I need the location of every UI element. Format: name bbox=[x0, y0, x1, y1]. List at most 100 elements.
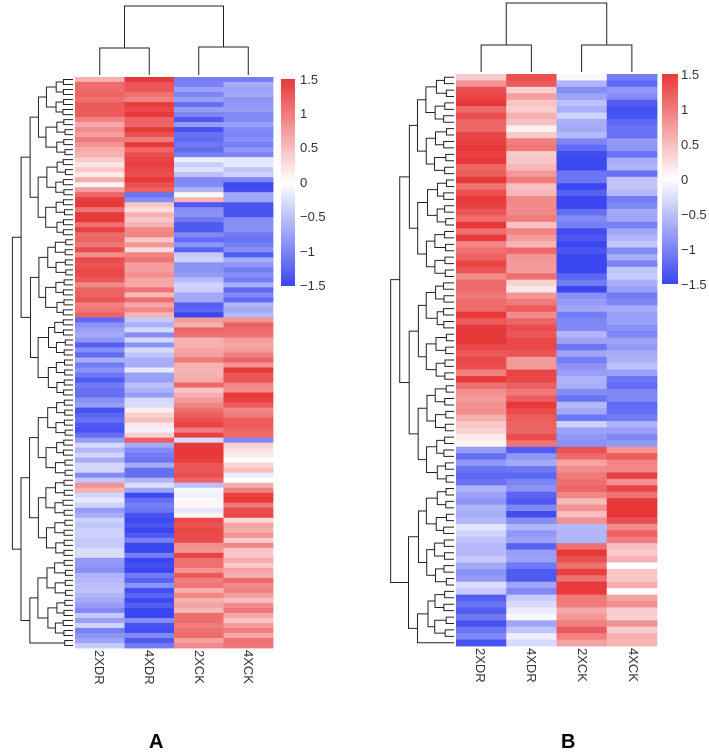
heatmap-cell bbox=[606, 93, 658, 101]
row-dendrogram-branch bbox=[65, 239, 73, 246]
heatmap-cell bbox=[606, 350, 658, 358]
heatmap-cell bbox=[606, 459, 658, 467]
row-dendrogram-branch bbox=[63, 139, 73, 146]
colorbar-tick-a: 1 bbox=[300, 106, 307, 121]
heatmap-cell bbox=[124, 487, 175, 494]
row-dendrogram-branch bbox=[435, 337, 447, 351]
row-dendrogram-branch bbox=[62, 329, 73, 336]
heatmap-cell bbox=[456, 318, 507, 326]
heatmap-cells-b bbox=[456, 74, 658, 647]
heatmap-cell bbox=[223, 532, 274, 539]
heatmap-cell bbox=[124, 592, 175, 599]
heatmap-cell bbox=[75, 492, 125, 499]
heatmap-cell bbox=[124, 642, 175, 649]
heatmap-cell bbox=[556, 176, 608, 184]
heatmap-cell bbox=[223, 87, 274, 93]
heatmap-cell bbox=[506, 80, 557, 88]
heatmap-cell bbox=[174, 252, 224, 258]
column-label-2xck-b: 2XCK bbox=[575, 648, 590, 682]
heatmap-cell bbox=[124, 82, 175, 88]
heatmap-cell bbox=[174, 177, 224, 183]
heatmap-cell bbox=[124, 147, 175, 153]
heatmap-cell bbox=[75, 187, 125, 193]
heatmap-cell bbox=[75, 97, 125, 103]
column-dendrogram-branch bbox=[480, 44, 532, 72]
row-dendrogram-branch bbox=[445, 385, 454, 393]
row-dendrogram-branch bbox=[64, 369, 73, 376]
heatmap-cell bbox=[174, 127, 224, 133]
heatmap-cell bbox=[506, 151, 557, 158]
heatmap-cell bbox=[124, 122, 175, 128]
heatmap-cell bbox=[556, 144, 608, 152]
heatmap-cell bbox=[456, 388, 507, 396]
row-dendrogram-branch bbox=[46, 166, 58, 188]
heatmap-cell bbox=[75, 127, 125, 133]
heatmap-cell bbox=[75, 262, 125, 268]
row-dendrogram-branch bbox=[63, 299, 73, 306]
row-dendrogram-branch bbox=[20, 156, 31, 318]
column-label-4xdr-b: 4XDR bbox=[524, 648, 539, 683]
colorbar-a bbox=[281, 79, 295, 286]
colorbar-tick-b: 0.5 bbox=[681, 137, 699, 152]
heatmap-cell bbox=[223, 482, 274, 489]
heatmap-cell bbox=[506, 311, 557, 319]
row-dendrogram-branch bbox=[62, 309, 73, 316]
row-dendrogram-branch bbox=[444, 359, 454, 367]
heatmap-cell bbox=[456, 183, 507, 191]
heatmap-cell bbox=[75, 242, 125, 248]
heatmap-cell bbox=[506, 498, 557, 506]
heatmap-cell bbox=[223, 597, 274, 604]
heatmap-cell bbox=[556, 337, 608, 345]
row-dendrogram-branch bbox=[45, 527, 56, 549]
heatmap-cell bbox=[174, 502, 224, 509]
colorbar-tick-b: −0.5 bbox=[681, 207, 707, 222]
heatmap-cell bbox=[223, 552, 274, 559]
row-dendrogram-branch bbox=[54, 502, 65, 514]
heatmap-cell bbox=[174, 247, 224, 253]
heatmap-cell bbox=[606, 138, 658, 146]
heatmap-cell bbox=[606, 337, 658, 345]
heatmap-cell bbox=[75, 327, 125, 333]
row-dendrogram-branch bbox=[20, 477, 30, 621]
heatmap-cell bbox=[606, 549, 658, 557]
heatmap-cell bbox=[223, 627, 274, 634]
heatmap-cell bbox=[556, 183, 608, 191]
heatmap-cell bbox=[174, 292, 224, 298]
heatmap-cell bbox=[606, 517, 658, 525]
heatmap-cell bbox=[174, 557, 224, 564]
heatmap-cell bbox=[556, 388, 608, 396]
heatmap-cell bbox=[174, 397, 224, 403]
colorbar-ticks-b: 1.5 1 0.5 0 −0.5 −1 −1.5 bbox=[681, 67, 707, 292]
heatmap-cell bbox=[556, 478, 608, 486]
heatmap-cell bbox=[456, 331, 507, 338]
heatmap-cell bbox=[174, 382, 224, 388]
heatmap-cell bbox=[174, 512, 224, 519]
column-labels-a: 2XDR 4XDR 2XCK 4XCK bbox=[92, 650, 256, 685]
heatmap-cell bbox=[75, 537, 125, 544]
heatmap-cell bbox=[556, 74, 608, 81]
row-dendrogram-branch bbox=[46, 567, 56, 589]
heatmap-cell bbox=[556, 247, 608, 255]
heatmap-cell bbox=[556, 575, 608, 583]
heatmap-cell bbox=[506, 459, 557, 467]
heatmap-cell bbox=[556, 260, 608, 268]
row-dendrogram-branch bbox=[444, 552, 454, 560]
heatmap-cell bbox=[456, 511, 507, 518]
heatmap-cell bbox=[456, 556, 507, 563]
heatmap-cell bbox=[556, 414, 608, 422]
row-dendrogram-branch bbox=[63, 559, 73, 566]
heatmap-cell bbox=[606, 511, 658, 518]
heatmap-cell bbox=[75, 332, 125, 338]
heatmap-cell bbox=[223, 167, 274, 173]
heatmap-cell bbox=[223, 497, 274, 504]
heatmap-cell bbox=[75, 217, 125, 223]
heatmap-cell bbox=[606, 343, 658, 351]
heatmap-cell bbox=[606, 466, 658, 473]
heatmap-cell bbox=[174, 107, 224, 113]
row-dendrogram-branch bbox=[443, 282, 454, 290]
heatmap-cell bbox=[556, 131, 608, 139]
row-dendrogram-branch bbox=[37, 497, 47, 539]
row-dendrogram-branch bbox=[443, 539, 454, 547]
heatmap-cell bbox=[556, 530, 608, 538]
heatmap-cell bbox=[556, 459, 608, 467]
